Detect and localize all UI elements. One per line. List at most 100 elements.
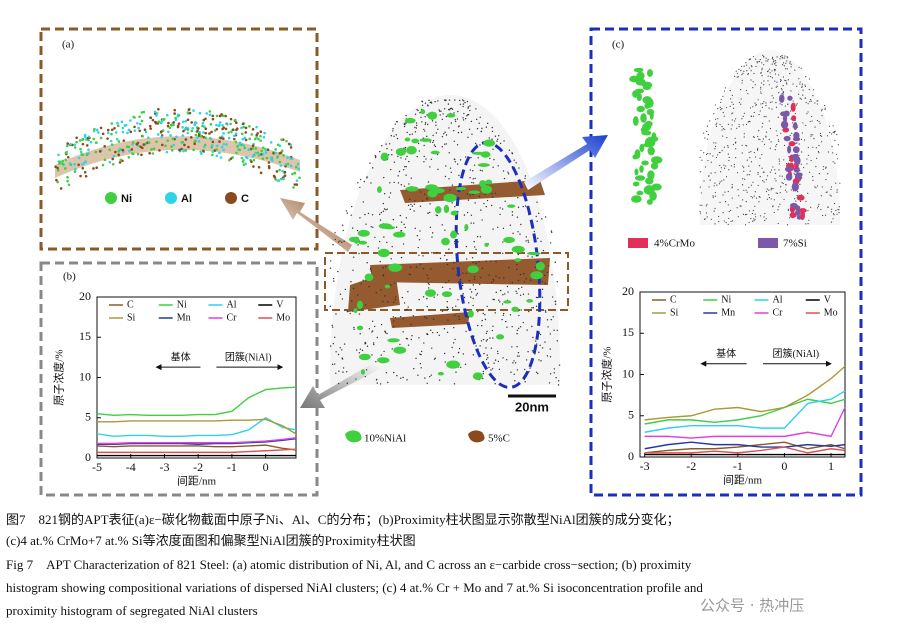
atom xyxy=(787,209,789,212)
atom xyxy=(73,146,77,149)
atom xyxy=(745,189,747,191)
atom xyxy=(486,330,488,333)
cluster xyxy=(356,325,364,331)
cluster xyxy=(646,199,653,205)
atom xyxy=(735,118,737,120)
atom xyxy=(472,262,474,264)
atom xyxy=(402,376,404,379)
atom xyxy=(95,166,99,170)
atom xyxy=(758,60,760,63)
cluster xyxy=(796,194,805,201)
atom xyxy=(372,342,375,344)
atom xyxy=(467,113,470,116)
cluster xyxy=(527,251,541,256)
atom xyxy=(544,216,547,218)
cluster xyxy=(647,170,655,180)
atom xyxy=(83,135,87,138)
atom xyxy=(448,127,450,129)
atom xyxy=(157,120,161,124)
atom xyxy=(723,167,726,169)
atom xyxy=(184,120,188,123)
atom xyxy=(534,351,536,353)
atom xyxy=(721,180,723,182)
atom xyxy=(754,216,757,218)
atom xyxy=(805,76,807,78)
atom xyxy=(64,158,67,162)
atom xyxy=(507,173,510,175)
atom xyxy=(103,158,107,162)
atom xyxy=(824,167,827,169)
atom xyxy=(727,145,729,147)
legend-label: C xyxy=(127,299,134,310)
atom xyxy=(169,123,173,127)
atom xyxy=(793,172,795,174)
atom xyxy=(516,329,519,332)
atom xyxy=(477,348,479,350)
atom xyxy=(468,128,471,131)
atom xyxy=(745,201,747,203)
atom xyxy=(479,236,482,238)
atom xyxy=(762,102,764,105)
atom xyxy=(714,145,717,148)
atom xyxy=(784,79,786,82)
atom xyxy=(244,138,248,142)
atom xyxy=(110,122,114,125)
atom xyxy=(730,128,732,130)
atom xyxy=(213,149,217,152)
atom xyxy=(279,164,283,167)
atom xyxy=(405,174,407,176)
atom xyxy=(736,72,739,74)
arrow xyxy=(524,135,608,190)
atom xyxy=(719,123,721,126)
atom xyxy=(384,295,386,297)
atom xyxy=(780,55,782,58)
atom xyxy=(476,292,479,295)
atom xyxy=(801,86,803,89)
atom xyxy=(788,156,790,158)
atom xyxy=(408,273,410,275)
atom xyxy=(781,92,783,95)
atom xyxy=(731,119,733,121)
atom xyxy=(773,211,775,214)
atom xyxy=(371,331,373,333)
atom xyxy=(443,108,446,110)
atom xyxy=(757,184,759,187)
atom xyxy=(528,310,530,313)
atom xyxy=(329,345,332,347)
atom xyxy=(769,72,771,74)
atom xyxy=(756,61,758,63)
legend-label: 5%C xyxy=(488,433,510,445)
atom xyxy=(229,117,233,121)
atom xyxy=(754,205,756,207)
atom xyxy=(392,316,395,318)
atom xyxy=(744,224,747,226)
atom xyxy=(137,126,140,130)
atom xyxy=(754,218,756,221)
atom xyxy=(423,155,425,158)
atom xyxy=(73,143,77,146)
atom xyxy=(453,383,456,385)
atom xyxy=(332,343,334,345)
atom xyxy=(160,143,164,147)
cluster xyxy=(404,137,411,142)
legend-label: Mo xyxy=(276,312,290,323)
atom xyxy=(716,122,718,124)
atom xyxy=(405,309,407,311)
atom xyxy=(376,336,378,339)
atom xyxy=(722,212,724,214)
atom xyxy=(235,151,238,155)
atom xyxy=(554,300,557,303)
atom xyxy=(805,101,807,104)
atom xyxy=(108,160,112,164)
atom xyxy=(720,171,722,173)
atom xyxy=(491,138,493,140)
atom xyxy=(454,205,456,208)
atom xyxy=(827,173,829,175)
atom xyxy=(127,155,131,159)
cluster xyxy=(472,372,483,380)
atom xyxy=(140,153,143,157)
atom xyxy=(502,227,505,230)
atom xyxy=(757,171,759,174)
atom xyxy=(469,105,471,107)
atom xyxy=(802,122,804,124)
